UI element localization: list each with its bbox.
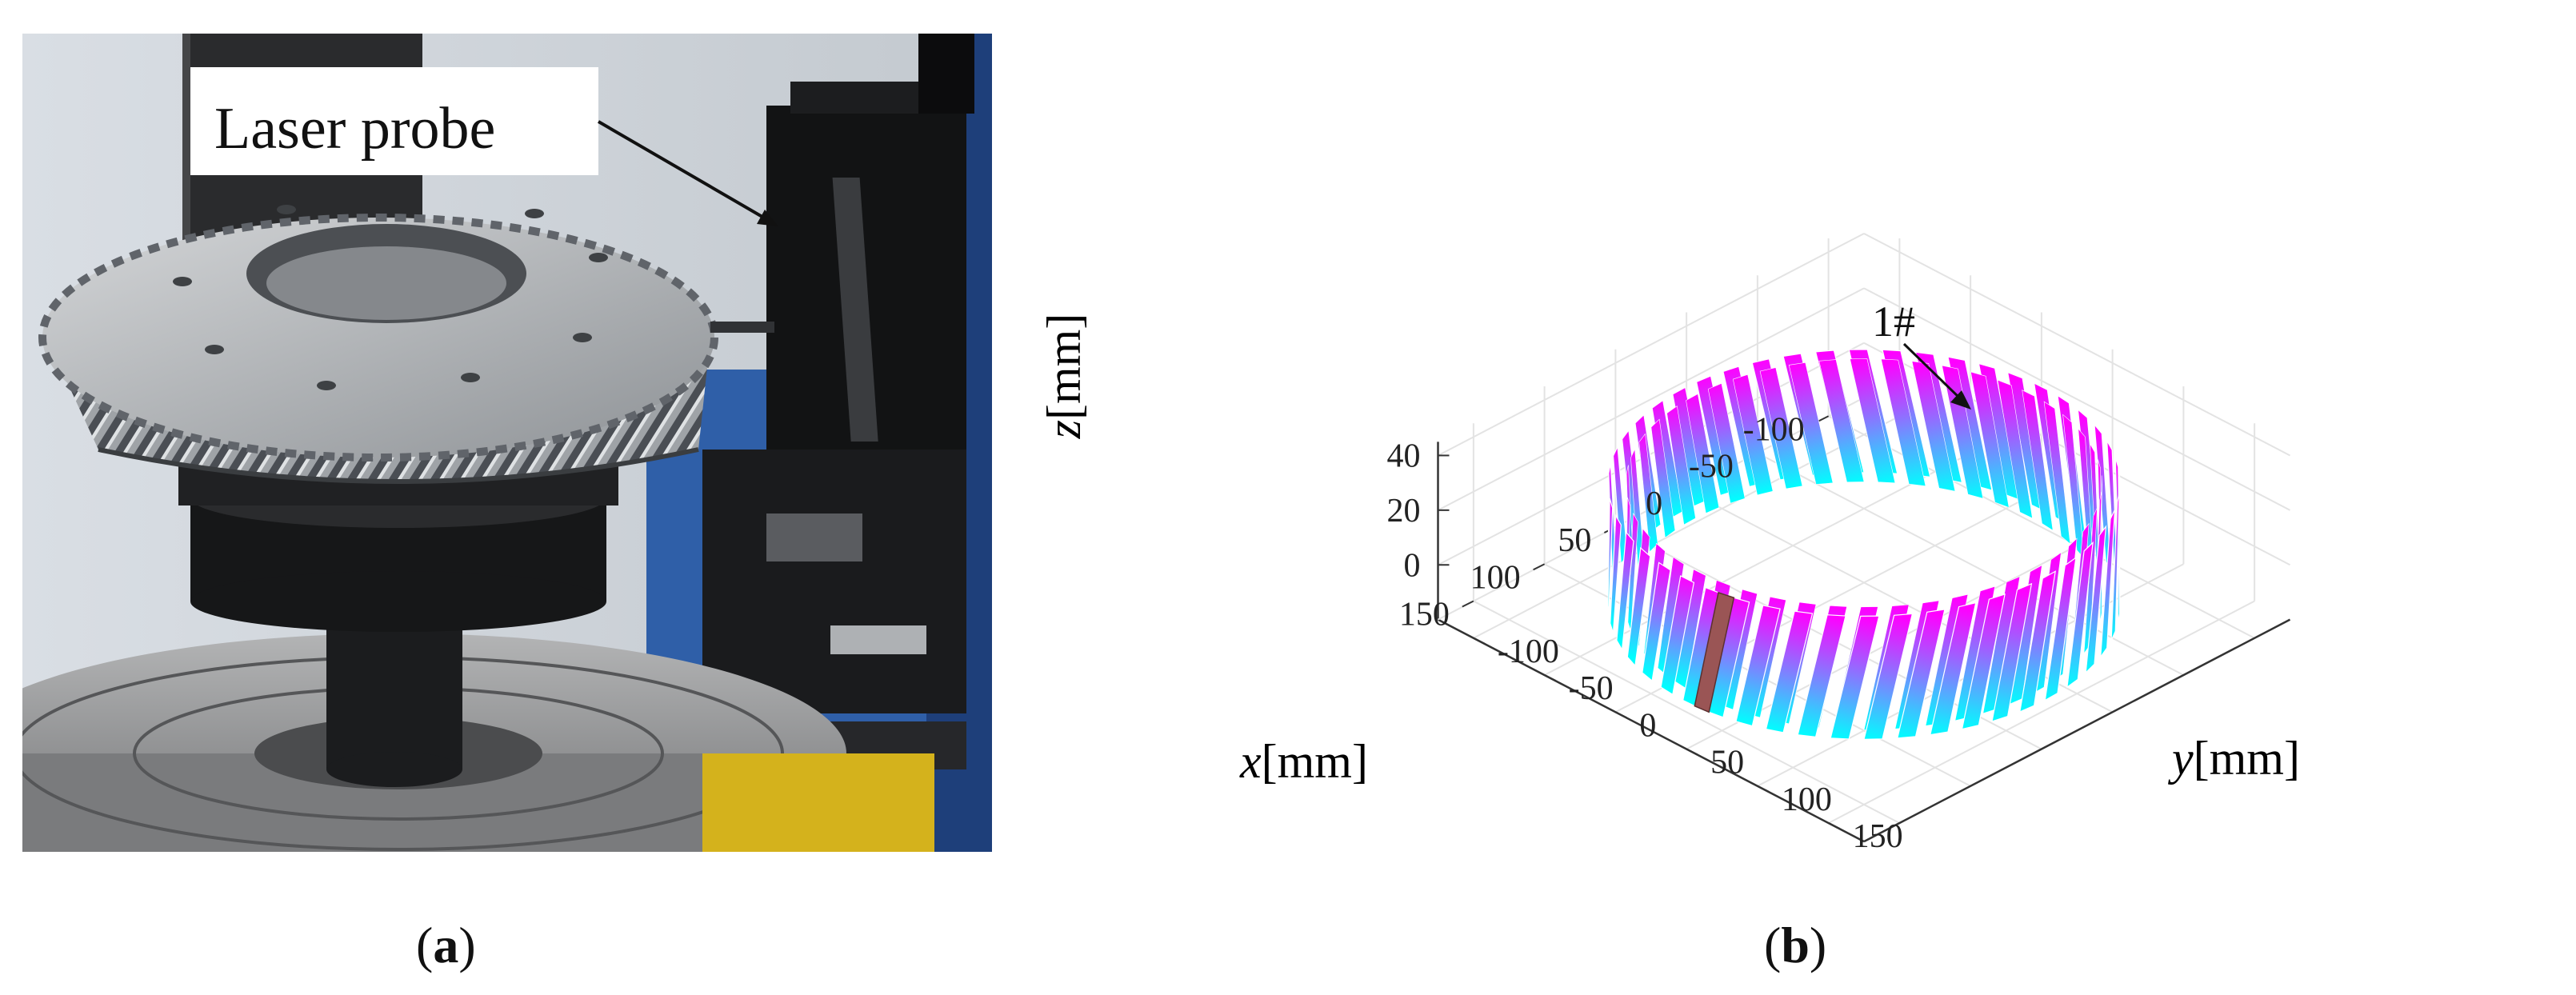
y-axis-label: y[mm]: [2167, 732, 2300, 785]
x-tick-label: 100: [1470, 559, 1521, 596]
tooth-annotation: 1#: [1872, 298, 1971, 410]
axis-labels: x[mm] y[mm] z[mm]: [1038, 314, 2300, 788]
gear-tooth-strip: [1797, 614, 1846, 737]
y-tick-label: 150: [1853, 818, 1903, 855]
gear-tooth-strip: [1997, 379, 2033, 519]
gear-tooth-strip: [1735, 605, 1781, 727]
gear-tooth-strip: [2044, 556, 2077, 701]
grid-line: [1438, 287, 1865, 511]
y-tick: [1473, 637, 1486, 645]
tooth-1-arrow: [1902, 342, 1963, 402]
gear-tooth-strip: [1686, 394, 1720, 514]
x-tick: [1533, 563, 1546, 571]
y-tick-label: 0: [1639, 707, 1656, 744]
gear-surface: [1607, 349, 2121, 740]
gear-tooth-strip: [1863, 613, 1914, 740]
gear-tooth-strip: [1961, 593, 2006, 730]
x-tick-label: 50: [1558, 522, 1591, 559]
gear-tooth-strip: [1626, 546, 1651, 667]
gear-tooth-strip: [1818, 359, 1865, 483]
grid-line: [1863, 233, 2290, 457]
gear-photo: Laser probe: [22, 34, 992, 852]
y-tick: [1828, 822, 1841, 829]
gear-tooth-strip: [1616, 531, 1634, 652]
gear-tooth-strip: [2022, 390, 2054, 531]
y-tick: [1686, 748, 1698, 756]
tooth-1-arrowhead: [1950, 390, 1971, 410]
grid-line: [1473, 600, 1900, 824]
gear-tooth-strip: [1610, 513, 1622, 633]
gear-tooth-strip: [1666, 406, 1696, 525]
grid-line: [1544, 452, 1971, 676]
x-tick: [1817, 415, 1830, 423]
y-tick: [1757, 785, 1770, 793]
gear-3d-plot-panel: 150 100 50 0 -50 -100 -100 -50 0 50 100 150 0 20 40 x[…: [1008, 0, 2576, 995]
gear-tooth-strip: [2099, 509, 2116, 659]
gear-tooth-strip: [1850, 358, 1896, 484]
x-tick-label: 0: [1646, 486, 1662, 522]
gear-tooth-strip: [1759, 367, 1803, 490]
gear-tooth-strip: [2062, 414, 2085, 560]
gear-tooth-strip: [1970, 371, 2010, 508]
gear-tooth-strip: [2117, 474, 2121, 624]
gear-tooth-strip: [2085, 525, 2107, 674]
z-tick-label: 0: [1404, 547, 1421, 584]
z-tick-label: 40: [1387, 438, 1421, 474]
y-tick-label: 100: [1782, 781, 1832, 818]
y-axis-line: [1863, 618, 2291, 843]
caption-a: (a): [416, 917, 476, 973]
gear-tooth-strip: [1650, 418, 1676, 538]
x-tick-label: -100: [1743, 411, 1805, 448]
gear-photo-panel: Laser probe: [22, 34, 992, 852]
grid-line: [1863, 287, 2290, 511]
gear-tooth-strip: [2043, 401, 2071, 545]
gear-tooth-strip: [2110, 492, 2120, 641]
x-axis-label: x[mm]: [1239, 735, 1368, 788]
gear-tooth-strip: [1897, 609, 1946, 739]
gear-tooth-strip: [1642, 561, 1671, 682]
caption-b: (b): [1764, 917, 1827, 973]
gear-tooth-strip: [1638, 433, 1658, 553]
grid-line: [1438, 233, 1865, 457]
gear-tooth-strip: [1942, 365, 1984, 499]
laser-probe-label: Laser probe: [214, 96, 495, 162]
gear-tooth-strip: [1930, 601, 1977, 736]
y-tick-label: 50: [1710, 745, 1744, 781]
gear-tooth-strip: [1788, 362, 1834, 485]
z-axis-label: z[mm]: [1038, 314, 1090, 440]
gear-tooth-strip: [2099, 475, 2102, 622]
y-tick: [1544, 674, 1557, 681]
tooth-1-label: 1#: [1872, 298, 1915, 346]
gear-tooth-strip: [1881, 358, 1926, 487]
grid-line: [1828, 600, 2255, 824]
grid-line: [1828, 415, 2255, 639]
y-tick-label: -50: [1569, 670, 1614, 707]
y-tick-label: -100: [1498, 633, 1559, 670]
x-tick: [1462, 600, 1474, 608]
gear-tooth-strip: [1607, 498, 1614, 616]
y-tick: [1614, 711, 1627, 719]
gear-tooth-strip: [1830, 615, 1880, 740]
gear-tooth-strip: [2019, 570, 2056, 713]
highlighted-tooth: [1694, 591, 1735, 713]
x-axis-line: [1437, 618, 1865, 843]
gear-tooth-strip: [1660, 575, 1695, 696]
gear-tooth-strip: [1612, 445, 1628, 565]
z-tick-label: 20: [1387, 493, 1421, 529]
gear-tooth-strip: [1911, 361, 1956, 492]
x-tick-label: 150: [1399, 597, 1450, 633]
gear-tooth-strip: [1991, 582, 2033, 722]
grid-line: [1473, 415, 1900, 639]
gear-tooth-strip: [2066, 541, 2094, 689]
gear-tooth-strip: [1707, 382, 1746, 504]
x-tick-label: -50: [1689, 449, 1734, 486]
gear-tooth-strip: [1765, 610, 1814, 733]
gear-tooth-strip: [1732, 374, 1774, 496]
